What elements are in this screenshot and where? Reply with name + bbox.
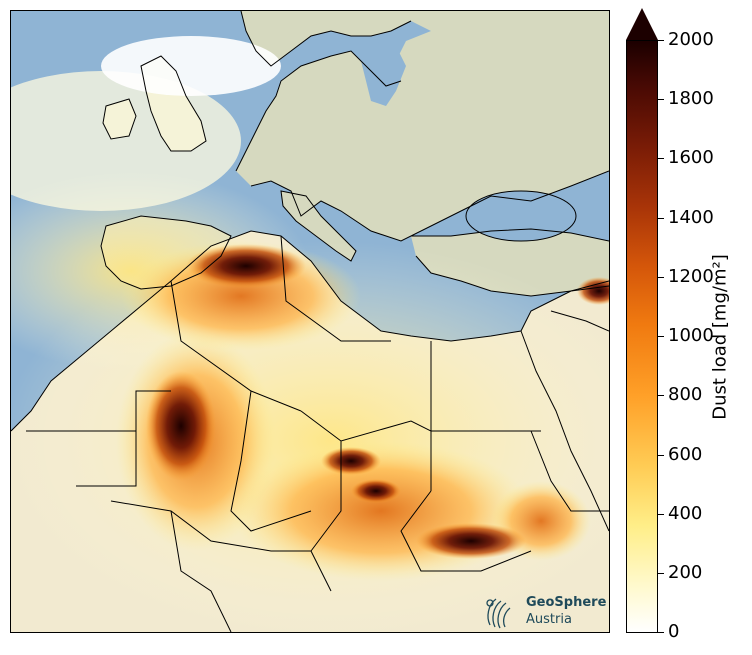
colorbar-tick bbox=[658, 336, 664, 337]
colorbar-tick-label: 400 bbox=[668, 503, 703, 524]
colorbar-tick bbox=[658, 395, 664, 396]
black-sea bbox=[466, 191, 576, 241]
dust-core-niger bbox=[351, 479, 401, 503]
colorbar-tick bbox=[658, 158, 664, 159]
colorbar bbox=[626, 40, 658, 633]
europe-land bbox=[236, 11, 609, 241]
colorbar-tick bbox=[658, 277, 664, 278]
borders bbox=[11, 11, 609, 632]
colorbar-tick-label: 800 bbox=[668, 384, 703, 405]
dust-load-map[interactable] bbox=[10, 10, 610, 633]
geosphere-logo: GeoSphere Austria bbox=[482, 593, 608, 631]
colorbar-tick-label: 2000 bbox=[668, 29, 714, 50]
dust-core-sudan bbox=[416, 523, 526, 559]
dust-core-algeria bbox=[186, 244, 306, 288]
colorbar-tick-label: 1400 bbox=[668, 207, 714, 228]
dust-core-mali bbox=[146, 371, 216, 481]
colorbar-tick-label: 200 bbox=[668, 562, 703, 583]
logo-text-line2: Austria bbox=[526, 612, 572, 627]
colorbar-tick-label: 1200 bbox=[668, 266, 714, 287]
dust-core-chad bbox=[321, 447, 381, 475]
colorbar-tick-label: 0 bbox=[668, 621, 680, 642]
colorbar-tick bbox=[658, 455, 664, 456]
colorbar-tick-label: 1800 bbox=[668, 88, 714, 109]
colorbar-tick bbox=[658, 218, 664, 219]
dust-core-middle-east bbox=[577, 277, 609, 305]
colorbar-tick bbox=[658, 632, 664, 633]
dust-pale-europe bbox=[11, 71, 241, 211]
dust-warm-sahel bbox=[231, 441, 531, 581]
colorbar-extend-arrow bbox=[626, 8, 658, 40]
colorbar-tick bbox=[658, 573, 664, 574]
logo-text-line1: GeoSphere bbox=[526, 595, 607, 610]
baltic-sea bbox=[361, 41, 406, 106]
colorbar-tick-label: 1600 bbox=[668, 147, 714, 168]
colorbar-tick bbox=[658, 514, 664, 515]
colorbar-tick-label: 1000 bbox=[668, 325, 714, 346]
colorbar-tick bbox=[658, 99, 664, 100]
colorbar-tick-label: 600 bbox=[668, 444, 703, 465]
geosphere-logo-icon bbox=[486, 598, 511, 629]
colorbar-title: Dust load [mg/m²] bbox=[709, 254, 731, 420]
dust-white-europe bbox=[101, 36, 281, 96]
colorbar-tick bbox=[658, 40, 664, 41]
